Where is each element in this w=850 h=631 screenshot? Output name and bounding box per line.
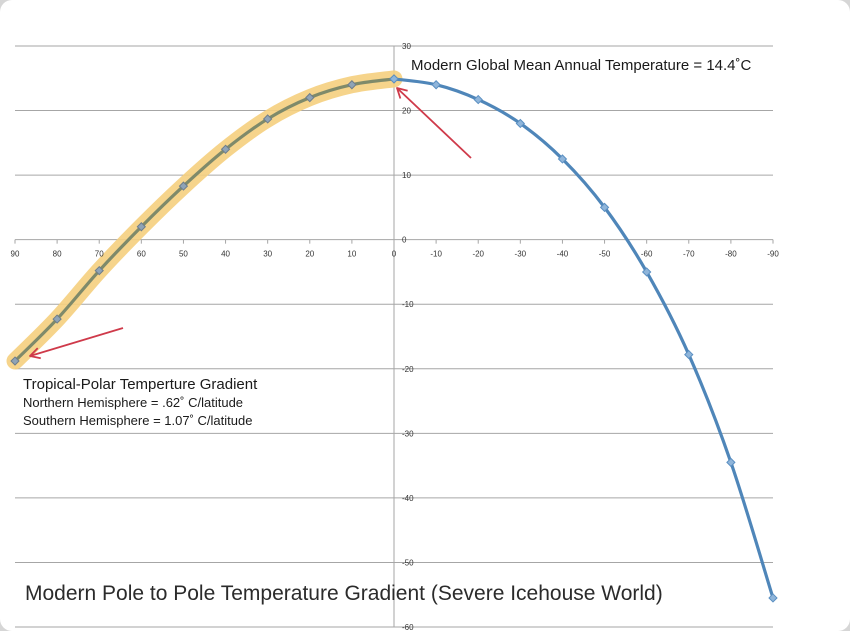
northern-hemisphere-point-30	[262, 114, 273, 124]
x-tick-label-10: 10	[347, 250, 356, 259]
x-tick-label-40: 40	[221, 250, 230, 259]
y-tick-label--30: -30	[402, 429, 414, 438]
x-tick-label-30: 30	[263, 250, 272, 259]
southern-hemisphere-point--80	[726, 457, 736, 468]
highlight-band	[6, 70, 403, 370]
southern-hemisphere-point--20	[473, 94, 483, 105]
northern-hemisphere-point-40	[220, 144, 231, 154]
northern-hemisphere-line	[13, 77, 396, 363]
y-tick-label--20: -20	[402, 365, 414, 374]
gradient-annotation-title: Tropical-Polar Temperture Gradient	[23, 376, 258, 393]
x-tick-label--40: -40	[557, 250, 569, 259]
x-tick-label--20: -20	[472, 250, 484, 259]
x-tick-label--80: -80	[725, 250, 737, 259]
global-mean-annotation: Modern Global Mean Annual Temperature = …	[411, 57, 752, 74]
northern-hemisphere-highlight-band	[6, 70, 403, 370]
axes	[14, 46, 774, 627]
x-tick-label-20: 20	[305, 250, 314, 259]
y-tick-label--60: -60	[402, 623, 414, 631]
chart-title: Modern Pole to Pole Temperature Gradient…	[25, 582, 663, 605]
gradient-annotation: Tropical-Polar Temperture Gradient North…	[23, 375, 257, 430]
x-tick-label-50: 50	[179, 250, 188, 259]
y-tick-label--10: -10	[402, 300, 414, 309]
global-mean-arrow	[396, 87, 472, 159]
x-tick-label--60: -60	[641, 250, 653, 259]
x-tick-labels: 90 80 70 60 50 40 30 20 10 0 -10 -20 -30 -40 -50 -60 -70…	[11, 250, 780, 259]
southern-hemisphere-point--60	[641, 267, 652, 277]
northern-hemisphere-point-60	[136, 222, 147, 232]
x-tick-label-90: 90	[11, 250, 20, 259]
northern-hemisphere-point-10	[347, 80, 357, 90]
x-tick-label-70: 70	[95, 250, 104, 259]
northern-hemisphere-point-80	[52, 314, 62, 324]
x-tick-label--90: -90	[767, 250, 779, 259]
y-tick-labels: 30 20 10 0 -10 -20 -30 -40 -50 -60	[402, 42, 414, 631]
southern-hemisphere-line	[392, 77, 775, 600]
southern-hemisphere-point--90	[768, 593, 778, 603]
gradient-annotation-sh: Southern Hemisphere = 1.07˚ C/latitude	[23, 413, 253, 428]
gradient-arrow	[29, 327, 124, 360]
y-tick-label--50: -50	[402, 558, 414, 567]
x-tick-label-80: 80	[53, 250, 62, 259]
southern-hemisphere-point--70	[684, 349, 694, 360]
data-markers	[10, 74, 778, 603]
y-tick-label--40: -40	[402, 494, 414, 503]
gradient-annotation-nh: Northern Hemisphere = .62˚ C/latitude	[23, 395, 244, 410]
southern-hemisphere-point-0	[389, 74, 399, 84]
southern-hemisphere-point--10	[431, 80, 441, 90]
southern-hemisphere-point--30	[515, 118, 526, 129]
y-tick-label-20: 20	[402, 107, 411, 116]
x-tick-label--50: -50	[599, 250, 611, 259]
northern-hemisphere-point-20	[305, 92, 315, 103]
annotation-arrows	[29, 87, 472, 360]
x-tick-label-0: 0	[392, 250, 397, 259]
x-tick-label--30: -30	[515, 250, 527, 259]
northern-hemisphere-point-70	[94, 265, 104, 276]
x-tick-label-60: 60	[137, 250, 146, 259]
x-tick-label--70: -70	[683, 250, 695, 259]
northern-hemisphere-point-50	[178, 181, 189, 191]
southern-hemisphere-point--50	[599, 202, 610, 213]
x-tick-label--10: -10	[430, 250, 442, 259]
southern-hemisphere-point--40	[557, 154, 568, 164]
y-tick-label-30: 30	[402, 42, 411, 51]
northern-hemisphere-point-90	[10, 356, 20, 366]
y-tick-label-0: 0	[402, 236, 407, 245]
y-tick-label-10: 10	[402, 171, 411, 180]
